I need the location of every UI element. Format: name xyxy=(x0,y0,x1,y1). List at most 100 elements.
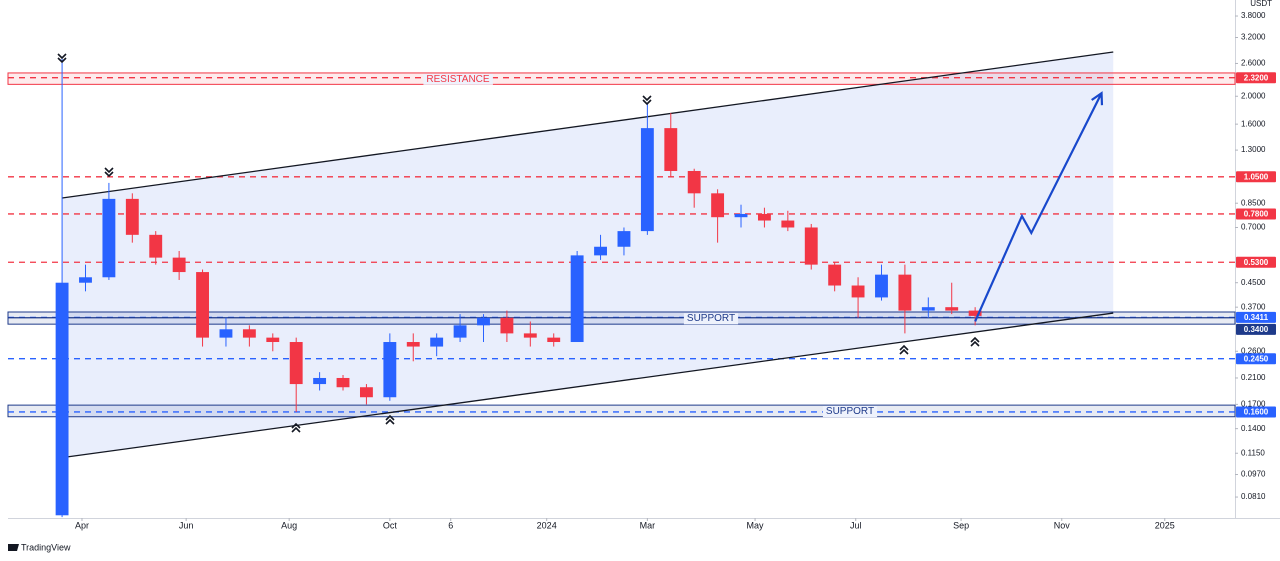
y-tick-label: 0.2600 xyxy=(1241,346,1266,355)
candle-body xyxy=(477,317,490,326)
candle-body xyxy=(359,387,373,398)
candle-body xyxy=(313,377,327,385)
level-tag xyxy=(1236,72,1276,84)
y-tick-label: 3.8000 xyxy=(1241,11,1266,20)
candle-body xyxy=(898,274,912,311)
candle-body xyxy=(711,193,725,218)
candle-body xyxy=(242,329,256,338)
candle-body xyxy=(757,213,771,221)
candle-body xyxy=(289,342,303,385)
level-tag xyxy=(1236,208,1276,220)
y-tick-label: 0.1150 xyxy=(1241,448,1265,457)
x-tick-label: 2024 xyxy=(537,520,557,530)
level-tag-label: 0.3411 xyxy=(1244,313,1269,322)
chevron-marker xyxy=(970,336,980,343)
chevron-marker xyxy=(291,422,301,429)
candle-body xyxy=(968,310,982,316)
channel-fill xyxy=(62,51,1114,458)
x-tick-label: Sep xyxy=(953,520,969,530)
zone-label: RESISTANCE xyxy=(426,74,489,85)
x-tick-label: Jul xyxy=(850,520,862,530)
branding-logo xyxy=(8,544,19,551)
candle-body xyxy=(523,333,537,338)
y-tick-label: 0.1400 xyxy=(1241,424,1266,433)
y-tick-label: 1.6000 xyxy=(1241,119,1266,128)
x-tick-label: Oct xyxy=(383,520,398,530)
candle-body xyxy=(102,198,116,278)
candle-body xyxy=(149,234,163,258)
level-tag-label: 2.3200 xyxy=(1244,73,1269,82)
projection-path xyxy=(974,92,1103,322)
y-tick-label: 2.0000 xyxy=(1241,91,1266,100)
zone-label: SUPPORT xyxy=(826,406,874,417)
zone-label-bg xyxy=(822,406,878,418)
candle-body xyxy=(55,282,69,516)
level-tag xyxy=(1236,353,1276,365)
level-tag xyxy=(1236,311,1276,323)
candle-body xyxy=(617,231,631,247)
candle-body xyxy=(828,264,842,286)
chevron-marker xyxy=(291,426,301,433)
candle-body xyxy=(687,170,701,194)
y-tick-label: 0.7000 xyxy=(1241,223,1266,232)
chevron-marker xyxy=(385,414,395,421)
y-tick-label: 0.8500 xyxy=(1241,198,1266,207)
candle-body xyxy=(594,246,607,256)
chevron-marker xyxy=(899,348,909,355)
candle-body xyxy=(945,307,959,311)
candle-body xyxy=(875,274,888,298)
y-unit: USDT xyxy=(1250,0,1272,8)
y-tick-label: 0.3700 xyxy=(1241,302,1266,311)
chevron-marker xyxy=(385,418,395,425)
candle-body xyxy=(125,198,139,235)
x-tick-label: Mar xyxy=(640,520,656,530)
level-tag xyxy=(1236,406,1276,418)
chevron-marker xyxy=(899,344,909,351)
chevron-marker xyxy=(57,57,67,64)
level-tag-label: 0.1600 xyxy=(1244,408,1269,417)
candle-body xyxy=(500,317,514,334)
level-tag-label: 1.0500 xyxy=(1244,172,1269,181)
candle-body xyxy=(664,128,678,171)
candle-body xyxy=(406,342,420,347)
y-tick-label: 0.0810 xyxy=(1241,492,1266,501)
candle-body xyxy=(196,272,209,338)
candle-body xyxy=(172,257,186,273)
chevron-marker xyxy=(104,171,114,178)
candle-body xyxy=(453,325,467,338)
level-tag xyxy=(1236,256,1276,268)
candle-body xyxy=(430,337,444,347)
chevron-marker xyxy=(642,99,652,106)
candle-body xyxy=(851,285,865,298)
x-tick-label: 2025 xyxy=(1155,520,1175,530)
chevron-marker xyxy=(104,167,114,174)
chevron-marker xyxy=(970,340,980,347)
y-tick-label: 0.1700 xyxy=(1241,399,1266,408)
x-tick-label: Apr xyxy=(75,520,89,530)
candle-body xyxy=(570,255,584,343)
x-tick-label: Aug xyxy=(281,520,297,530)
level-tag-label: 0.7800 xyxy=(1244,210,1269,219)
candle-body xyxy=(640,128,654,232)
branding: TradingView xyxy=(21,542,71,552)
x-tick-label: May xyxy=(747,520,765,530)
candle-body xyxy=(804,227,818,265)
chevron-marker xyxy=(642,95,652,102)
projection-arrowhead xyxy=(1091,91,1104,106)
chevron-marker xyxy=(57,53,67,60)
zone-label-bg xyxy=(423,73,493,85)
level-tag xyxy=(1236,171,1276,183)
candle-body xyxy=(383,342,397,398)
zone-label: SUPPORT xyxy=(687,313,735,324)
zone-label-bg xyxy=(683,313,739,325)
level-tag-label: 0.2450 xyxy=(1244,354,1269,363)
candle-body xyxy=(781,220,795,228)
level-tag-label: 0.5300 xyxy=(1244,258,1269,267)
candle-body xyxy=(219,329,233,338)
x-tick-label: Nov xyxy=(1054,520,1071,530)
y-tick-label: 0.4500 xyxy=(1241,278,1266,287)
trendline xyxy=(61,312,1114,459)
y-tick-label: 0.2100 xyxy=(1241,373,1266,382)
